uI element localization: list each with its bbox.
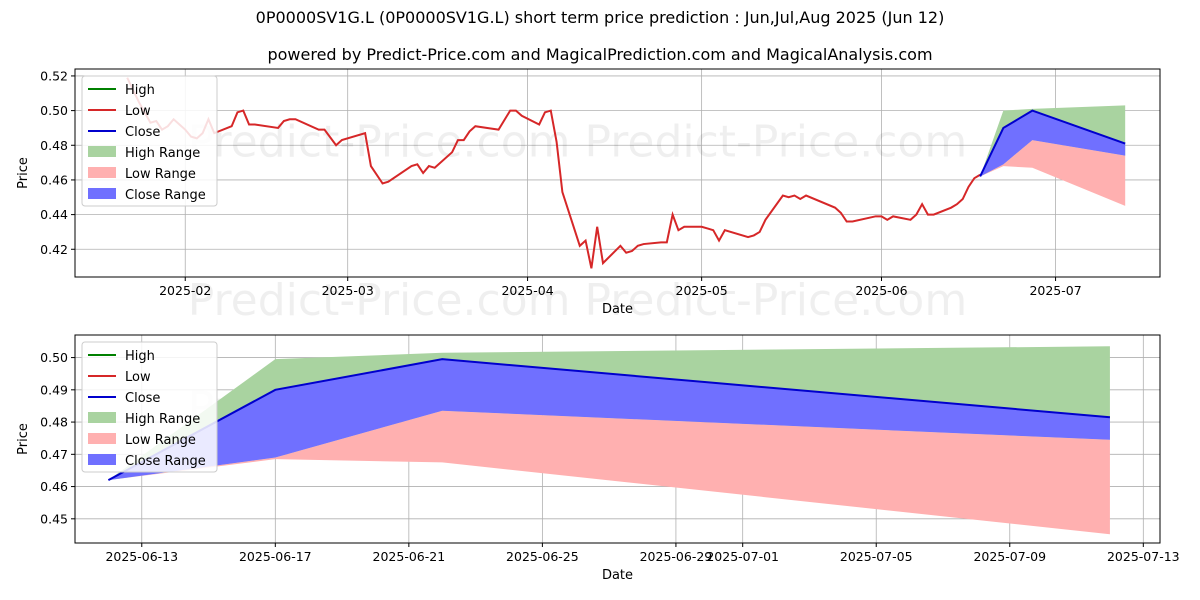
plot-area (107, 346, 1111, 535)
legend-swatch (88, 146, 116, 157)
legend: High Low Close High Range Low Range Close Ran… (81, 75, 218, 207)
y-tick-label: 0.48 (40, 415, 68, 430)
x-tick-label: 2025-02 (159, 283, 211, 298)
legend: High Low Close High Range Low Range Close Ran… (81, 341, 218, 473)
x-tick-label: 2025-06-29 (640, 549, 713, 564)
x-tick-label: 2025-06-25 (506, 549, 579, 564)
legend-label: Close (125, 125, 160, 140)
y-tick-label: 0.47 (40, 447, 68, 462)
legend-label: Close (125, 391, 160, 406)
legend-label: High Range (125, 146, 200, 161)
x-tick-label: 2025-07-05 (840, 549, 913, 564)
legend-label: High (125, 349, 155, 364)
legend-label: High Range (125, 412, 200, 427)
legend-label: Low Range (125, 167, 196, 182)
legend-label: Close Range (125, 454, 206, 469)
x-tick-label: 2025-07 (1029, 283, 1081, 298)
legend-label: High (125, 83, 155, 98)
close-forecast-line (979, 109, 1126, 177)
x-tick-label: 2025-04 (501, 283, 553, 298)
y-tick-label: 0.44 (40, 207, 68, 222)
x-axis-label: Date (602, 302, 633, 317)
y-axis-label: Price (16, 423, 31, 455)
chart-panel-1: Predict-Price.com Predict-Price.com Predi… (16, 68, 1161, 326)
low-series-line (126, 77, 981, 269)
legend-label: Low Range (125, 433, 196, 448)
y-tick-label: 0.42 (40, 242, 68, 257)
watermark: Predict-Price.com Predict-Price.com (188, 116, 967, 167)
low-range-band (980, 140, 1126, 206)
y-tick-label: 0.50 (40, 103, 68, 118)
x-tick-label: 2025-07-01 (706, 549, 779, 564)
x-tick-label: 2025-03 (322, 283, 374, 298)
close-range-band (980, 110, 1126, 177)
plot-area (126, 77, 1126, 269)
legend-label: Close Range (125, 188, 206, 203)
legend-swatch (88, 188, 116, 199)
x-tick-label: 2025-07-13 (1107, 549, 1180, 564)
plot-frame (74, 68, 1161, 278)
legend-label: Low (125, 104, 151, 119)
chart-panel-2: Predict-Price.com Predict-Price.com2025-… (16, 334, 1180, 583)
y-tick-label: 0.48 (40, 138, 68, 153)
close-range-band (108, 359, 1110, 481)
x-tick-label: 2025-06-17 (239, 549, 312, 564)
x-tick-label: 2025-06-13 (105, 549, 178, 564)
legend-swatch (88, 433, 116, 444)
legend-swatch (88, 454, 116, 465)
chart-title: 0P0000SV1G.L (0P0000SV1G.L) short term p… (255, 8, 945, 27)
y-tick-label: 0.50 (40, 350, 68, 365)
y-tick-label: 0.52 (40, 68, 68, 83)
x-axis-label: Date (602, 568, 633, 583)
plot-frame (74, 334, 1161, 544)
grid (75, 69, 1160, 277)
x-tick-label: 2025-05 (676, 283, 728, 298)
legend-label: Low (125, 370, 151, 385)
y-tick-label: 0.49 (40, 382, 68, 397)
x-tick-label: 2025-06-21 (373, 549, 446, 564)
y-axis-label: Price (16, 157, 31, 189)
y-tick-label: 0.45 (40, 511, 68, 526)
x-tick-label: 2025-06 (855, 283, 907, 298)
watermark: Predict-Price.com Predict-Price.com (188, 275, 967, 326)
y-tick-label: 0.46 (40, 479, 68, 494)
low-range-band (108, 410, 1110, 535)
chart-subtitle: powered by Predict-Price.com and Magical… (267, 45, 933, 64)
legend-swatch (88, 167, 116, 178)
y-tick-label: 0.46 (40, 172, 68, 187)
x-tick-label: 2025-07-09 (973, 549, 1046, 564)
legend-swatch (88, 412, 116, 423)
